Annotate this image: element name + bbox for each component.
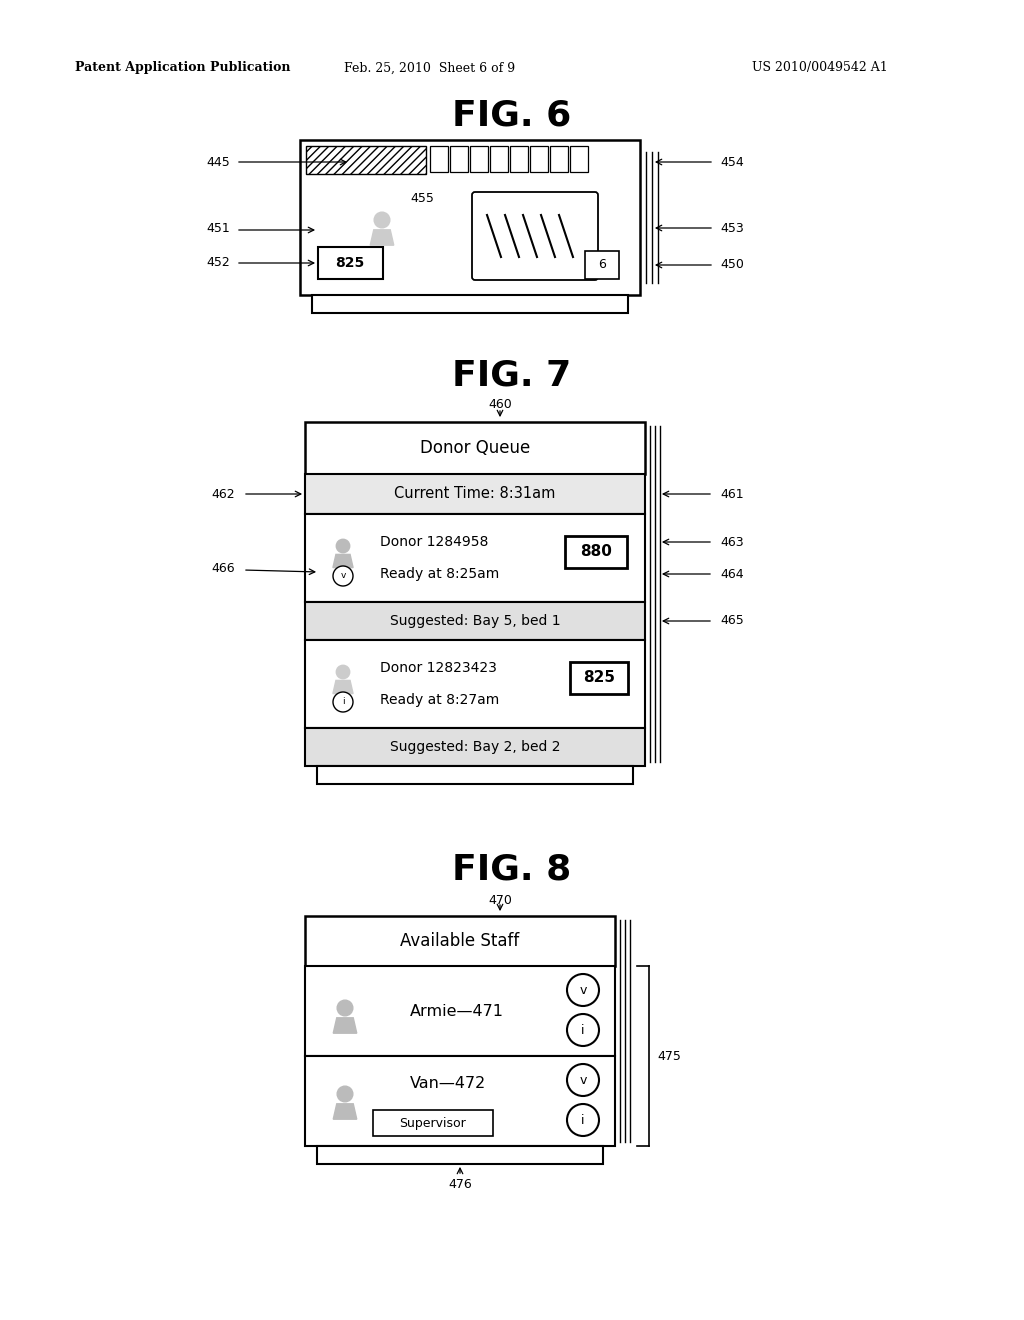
Text: US 2010/0049542 A1: US 2010/0049542 A1 bbox=[752, 62, 888, 74]
Text: 465: 465 bbox=[720, 615, 743, 627]
Circle shape bbox=[567, 1104, 599, 1137]
Bar bbox=[318, 247, 383, 279]
Bar bbox=[305, 602, 645, 640]
Polygon shape bbox=[371, 230, 394, 246]
Circle shape bbox=[336, 540, 350, 553]
Text: 6: 6 bbox=[598, 259, 606, 272]
Circle shape bbox=[333, 692, 353, 711]
Text: Ready at 8:27am: Ready at 8:27am bbox=[380, 693, 500, 708]
Bar bbox=[305, 422, 645, 474]
FancyBboxPatch shape bbox=[472, 191, 598, 280]
Text: 462: 462 bbox=[211, 487, 234, 500]
Text: 454: 454 bbox=[720, 156, 743, 169]
Circle shape bbox=[336, 665, 350, 678]
Text: 825: 825 bbox=[336, 256, 365, 271]
Text: i: i bbox=[582, 1023, 585, 1036]
Bar bbox=[565, 536, 627, 568]
Text: 475: 475 bbox=[657, 1049, 681, 1063]
Text: 464: 464 bbox=[720, 568, 743, 581]
Bar bbox=[470, 147, 488, 172]
Text: FIG. 8: FIG. 8 bbox=[453, 853, 571, 887]
Text: Armie—471: Armie—471 bbox=[410, 1003, 504, 1019]
Text: 451: 451 bbox=[206, 222, 230, 235]
Bar bbox=[550, 147, 568, 172]
Circle shape bbox=[337, 1086, 353, 1102]
Bar bbox=[305, 1056, 615, 1146]
Bar bbox=[490, 147, 508, 172]
Text: Van—472: Van—472 bbox=[410, 1077, 486, 1092]
Bar bbox=[305, 474, 645, 513]
Circle shape bbox=[337, 1001, 353, 1016]
Text: 453: 453 bbox=[720, 222, 743, 235]
Circle shape bbox=[567, 1064, 599, 1096]
Text: Suggested: Bay 2, bed 2: Suggested: Bay 2, bed 2 bbox=[390, 741, 560, 754]
Text: Ready at 8:25am: Ready at 8:25am bbox=[380, 568, 500, 581]
Circle shape bbox=[567, 974, 599, 1006]
Bar bbox=[430, 147, 449, 172]
Text: i: i bbox=[582, 1114, 585, 1126]
Bar bbox=[373, 1110, 493, 1137]
Text: 461: 461 bbox=[720, 487, 743, 500]
Text: Supervisor: Supervisor bbox=[399, 1117, 466, 1130]
Bar bbox=[305, 513, 645, 602]
Text: Feb. 25, 2010  Sheet 6 of 9: Feb. 25, 2010 Sheet 6 of 9 bbox=[344, 62, 515, 74]
Bar bbox=[570, 147, 588, 172]
Polygon shape bbox=[333, 1018, 356, 1034]
Text: Donor 1284958: Donor 1284958 bbox=[380, 535, 488, 549]
Bar bbox=[530, 147, 548, 172]
Circle shape bbox=[567, 1014, 599, 1045]
Text: 825: 825 bbox=[583, 671, 615, 685]
Bar bbox=[306, 147, 426, 174]
Text: v: v bbox=[580, 983, 587, 997]
Bar bbox=[305, 916, 615, 966]
Bar bbox=[305, 640, 645, 729]
Text: Current Time: 8:31am: Current Time: 8:31am bbox=[394, 487, 556, 502]
Polygon shape bbox=[333, 554, 353, 568]
Text: 463: 463 bbox=[720, 536, 743, 549]
Circle shape bbox=[333, 566, 353, 586]
Bar bbox=[570, 663, 628, 694]
Text: 452: 452 bbox=[206, 256, 230, 269]
Polygon shape bbox=[333, 1104, 356, 1119]
Text: Donor 12823423: Donor 12823423 bbox=[380, 661, 497, 675]
Bar bbox=[317, 766, 633, 784]
Bar bbox=[510, 147, 528, 172]
Text: Suggested: Bay 5, bed 1: Suggested: Bay 5, bed 1 bbox=[390, 614, 560, 628]
Text: 880: 880 bbox=[580, 544, 612, 560]
Text: v: v bbox=[340, 572, 346, 581]
Text: FIG. 7: FIG. 7 bbox=[453, 358, 571, 392]
Bar bbox=[300, 140, 640, 294]
Text: 445: 445 bbox=[206, 156, 230, 169]
Text: 460: 460 bbox=[488, 399, 512, 412]
Text: v: v bbox=[580, 1073, 587, 1086]
Polygon shape bbox=[333, 680, 353, 693]
Text: Available Staff: Available Staff bbox=[400, 932, 519, 950]
Text: 476: 476 bbox=[449, 1177, 472, 1191]
Text: Donor Queue: Donor Queue bbox=[420, 440, 530, 457]
Text: FIG. 6: FIG. 6 bbox=[453, 98, 571, 132]
Text: 455: 455 bbox=[410, 191, 434, 205]
Bar bbox=[585, 251, 618, 279]
Bar bbox=[317, 1146, 603, 1164]
Circle shape bbox=[374, 213, 390, 228]
Text: i: i bbox=[342, 697, 344, 706]
Text: 470: 470 bbox=[488, 894, 512, 907]
Text: 466: 466 bbox=[211, 562, 234, 576]
Bar bbox=[312, 294, 628, 313]
Bar bbox=[450, 147, 468, 172]
Bar bbox=[305, 966, 615, 1056]
Text: 450: 450 bbox=[720, 259, 743, 272]
Text: Patent Application Publication: Patent Application Publication bbox=[75, 62, 291, 74]
Bar bbox=[305, 729, 645, 766]
